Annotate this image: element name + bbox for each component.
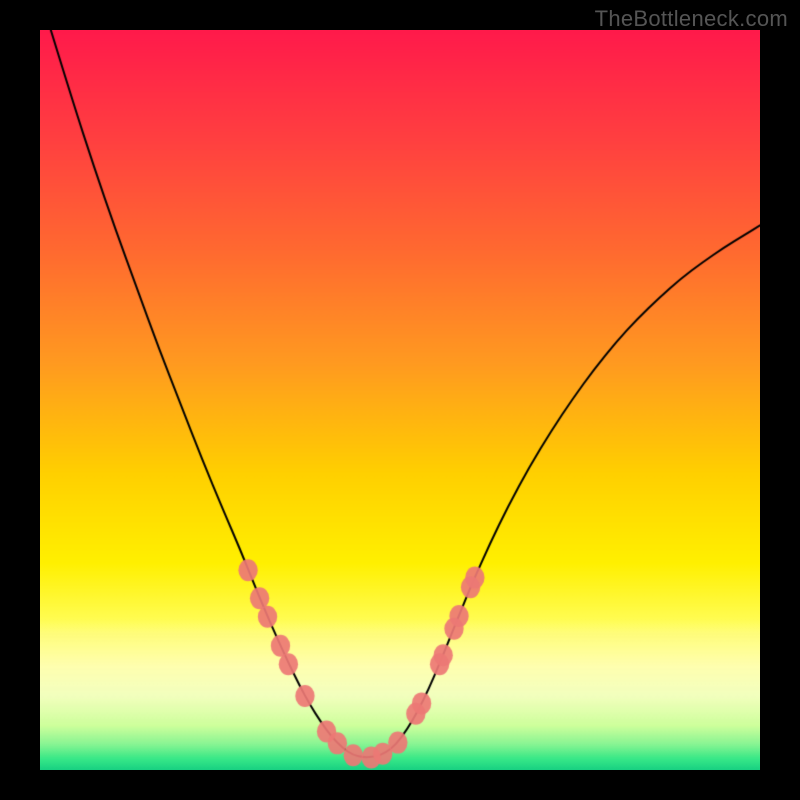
plot-area (40, 30, 760, 770)
curve-markers (40, 30, 760, 770)
watermark-text: TheBottleneck.com (595, 6, 788, 32)
chart-container: TheBottleneck.com (0, 0, 800, 800)
